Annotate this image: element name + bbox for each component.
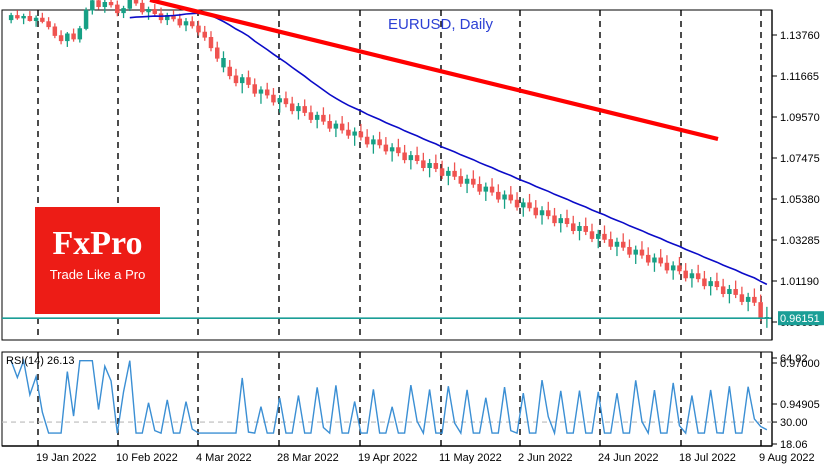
date-axis-tick: 19 Jan 2022 [36,452,97,464]
date-axis-tick: 4 Mar 2022 [196,452,252,464]
date-axis-tick: 18 Jul 2022 [679,452,736,464]
trading-chart: FxPro Trade Like a Pro 1.137601.116651.0… [0,0,835,470]
price-axis-tick: 1.13760 [780,30,820,42]
indicator-axis-tick: 30.00 [780,417,808,429]
indicator-axis-tick: 18.06 [780,439,808,451]
date-axis-tick: 28 Mar 2022 [277,452,339,464]
date-axis-tick: 11 May 2022 [439,452,502,464]
date-axis-tick: 24 Jun 2022 [598,452,659,464]
price-axis-tick: 1.03285 [780,235,820,247]
indicator-label: RSI(14) 26.13 [6,355,74,367]
date-axis-tick: 19 Apr 2022 [358,452,417,464]
price-axis-tick: 1.01190 [780,276,819,288]
date-axis-tick: 2 Jun 2022 [518,452,572,464]
price-axis-tick: 1.07475 [780,153,820,165]
date-axis-tick: 9 Aug 2022 [759,452,815,464]
svg-text:0.96151: 0.96151 [780,313,820,325]
price-axis-tick: 1.11665 [780,71,819,83]
price-axis-tick: 0.94905 [780,399,820,411]
date-axis-tick: 10 Feb 2022 [116,452,178,464]
indicator-axis-tick: 64.92 [780,353,808,365]
chart-title: EURUSD, Daily [388,16,494,33]
chart-overlay: 1.13760 1.11665 1.09570 1.07475 1.05380 1.032… [0,0,835,470]
current-price-tag: 0.96151 [778,311,824,325]
price-axis-tick: 1.05380 [780,194,820,206]
price-axis-tick: 1.09570 [780,112,820,124]
